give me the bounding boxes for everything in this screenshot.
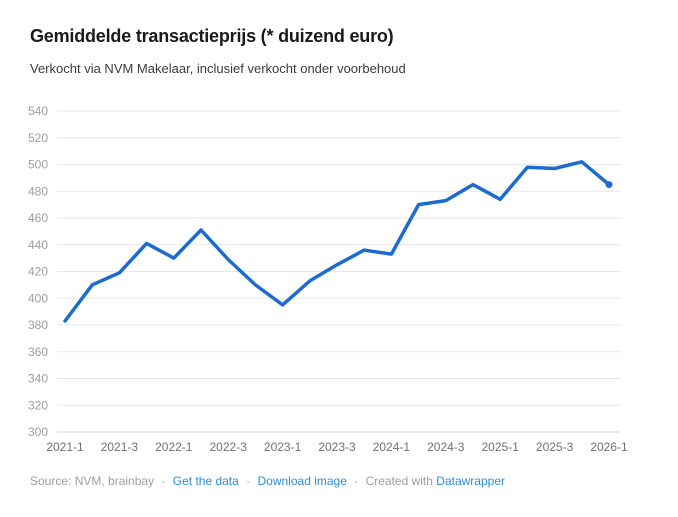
x-tick-label: 2022-3 — [210, 440, 248, 454]
y-tick-label: 460 — [28, 211, 48, 225]
x-tick-label: 2022-1 — [155, 440, 193, 454]
created-with-text: Created with — [365, 474, 433, 488]
y-tick-label: 420 — [28, 265, 48, 279]
y-tick-label: 400 — [28, 291, 48, 305]
chart-title: Gemiddelde transactieprijs (* duizend eu… — [30, 26, 394, 46]
x-tick-label: 2024-3 — [427, 440, 465, 454]
y-tick-label: 360 — [28, 345, 48, 359]
chart-subtitle: Verkocht via NVM Makelaar, inclusief ver… — [30, 61, 406, 76]
y-tick-label: 440 — [28, 238, 48, 252]
x-tick-label: 2021-1 — [46, 440, 84, 454]
end-point-dot — [605, 181, 613, 189]
y-tick-label: 480 — [28, 184, 48, 198]
source-text: NVM, brainbay — [74, 474, 155, 488]
x-tick-label: 2024-1 — [373, 440, 411, 454]
source-prefix: Source: — [30, 474, 72, 488]
footer-separator: · — [161, 474, 166, 488]
x-tick-label: 2026-1 — [590, 440, 628, 454]
chart-footer: Source: NVM, brainbay · Get the data · D… — [30, 474, 505, 488]
y-tick-label: 380 — [28, 318, 48, 332]
price-line[interactable] — [63, 160, 611, 323]
x-tick-label: 2023-1 — [264, 440, 302, 454]
y-tick-label: 320 — [28, 398, 48, 412]
y-tick-label: 540 — [28, 104, 48, 118]
datawrapper-link[interactable]: Datawrapper — [436, 474, 505, 488]
y-tick-label: 340 — [28, 372, 48, 386]
y-tick-label: 500 — [28, 158, 48, 172]
y-tick-label: 300 — [28, 425, 48, 439]
download-image-link[interactable]: Download image — [257, 474, 347, 488]
x-tick-label: 2025-1 — [482, 440, 520, 454]
footer-separator: · — [354, 474, 359, 488]
x-tick-label: 2021-3 — [101, 440, 139, 454]
x-tick-label: 2023-3 — [318, 440, 356, 454]
x-tick-label: 2025-3 — [536, 440, 574, 454]
footer-separator: · — [246, 474, 251, 488]
get-the-data-link[interactable]: Get the data — [172, 474, 239, 488]
y-tick-label: 520 — [28, 131, 48, 145]
